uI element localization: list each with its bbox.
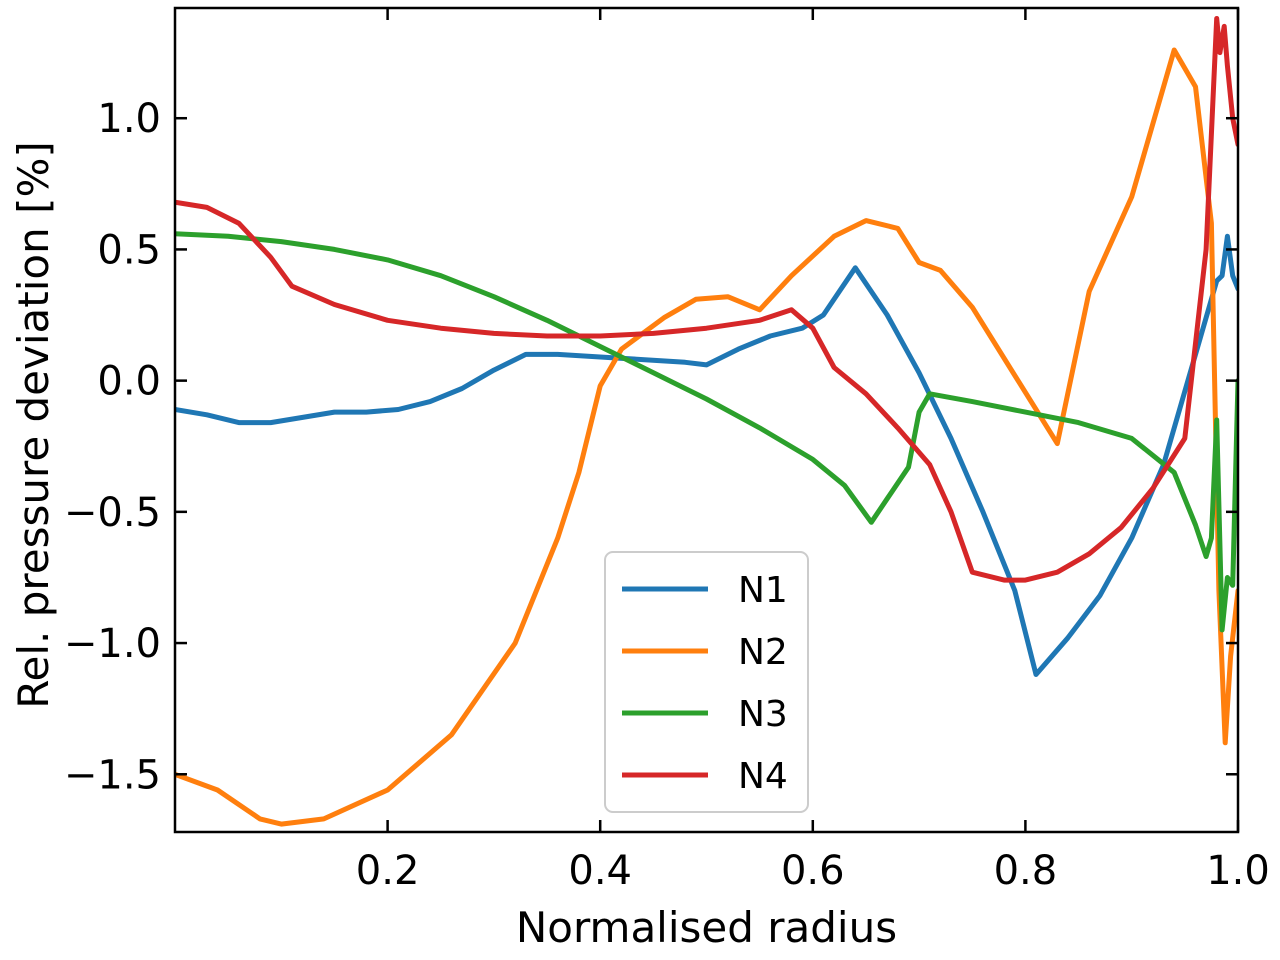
y-tick-label: 1.0 bbox=[97, 96, 161, 142]
y-tick-label: 0.5 bbox=[97, 227, 161, 273]
x-tick-label: 0.2 bbox=[356, 848, 420, 894]
legend-label-n4: N4 bbox=[738, 756, 788, 797]
y-tick-label: −1.0 bbox=[64, 621, 161, 667]
x-tick-label: 0.8 bbox=[994, 848, 1058, 894]
series-layer bbox=[175, 16, 1238, 827]
plot-frame bbox=[173, 6, 1240, 834]
x-tick-label: 0.4 bbox=[568, 848, 632, 894]
y-tick-label: −1.5 bbox=[64, 752, 161, 798]
y-tick-label: −0.5 bbox=[64, 490, 161, 536]
legend-frame bbox=[604, 551, 809, 813]
x-tick-label: 0.6 bbox=[781, 848, 845, 894]
legend: N1 N2 N3 N4 bbox=[604, 551, 809, 813]
y-tick-label: 0.0 bbox=[97, 359, 161, 405]
x-tick-label: 1.0 bbox=[1206, 848, 1270, 894]
series-line-n4 bbox=[175, 16, 1238, 583]
series-line-n2 bbox=[175, 47, 1238, 827]
legend-label-n1: N1 bbox=[738, 570, 788, 611]
x-axis-label: Normalised radius bbox=[516, 903, 897, 952]
legend-label-n3: N3 bbox=[738, 694, 788, 735]
y-axis-label: Rel. pressure deviation [%] bbox=[9, 141, 58, 709]
series-line-n3 bbox=[175, 231, 1238, 633]
ticks-layer: 0.2 0.4 0.6 0.8 1.0 −1.5 −1.0 −0.5 0.0 0.5 1.0 bbox=[64, 8, 1270, 894]
legend-label-n2: N2 bbox=[738, 632, 788, 673]
